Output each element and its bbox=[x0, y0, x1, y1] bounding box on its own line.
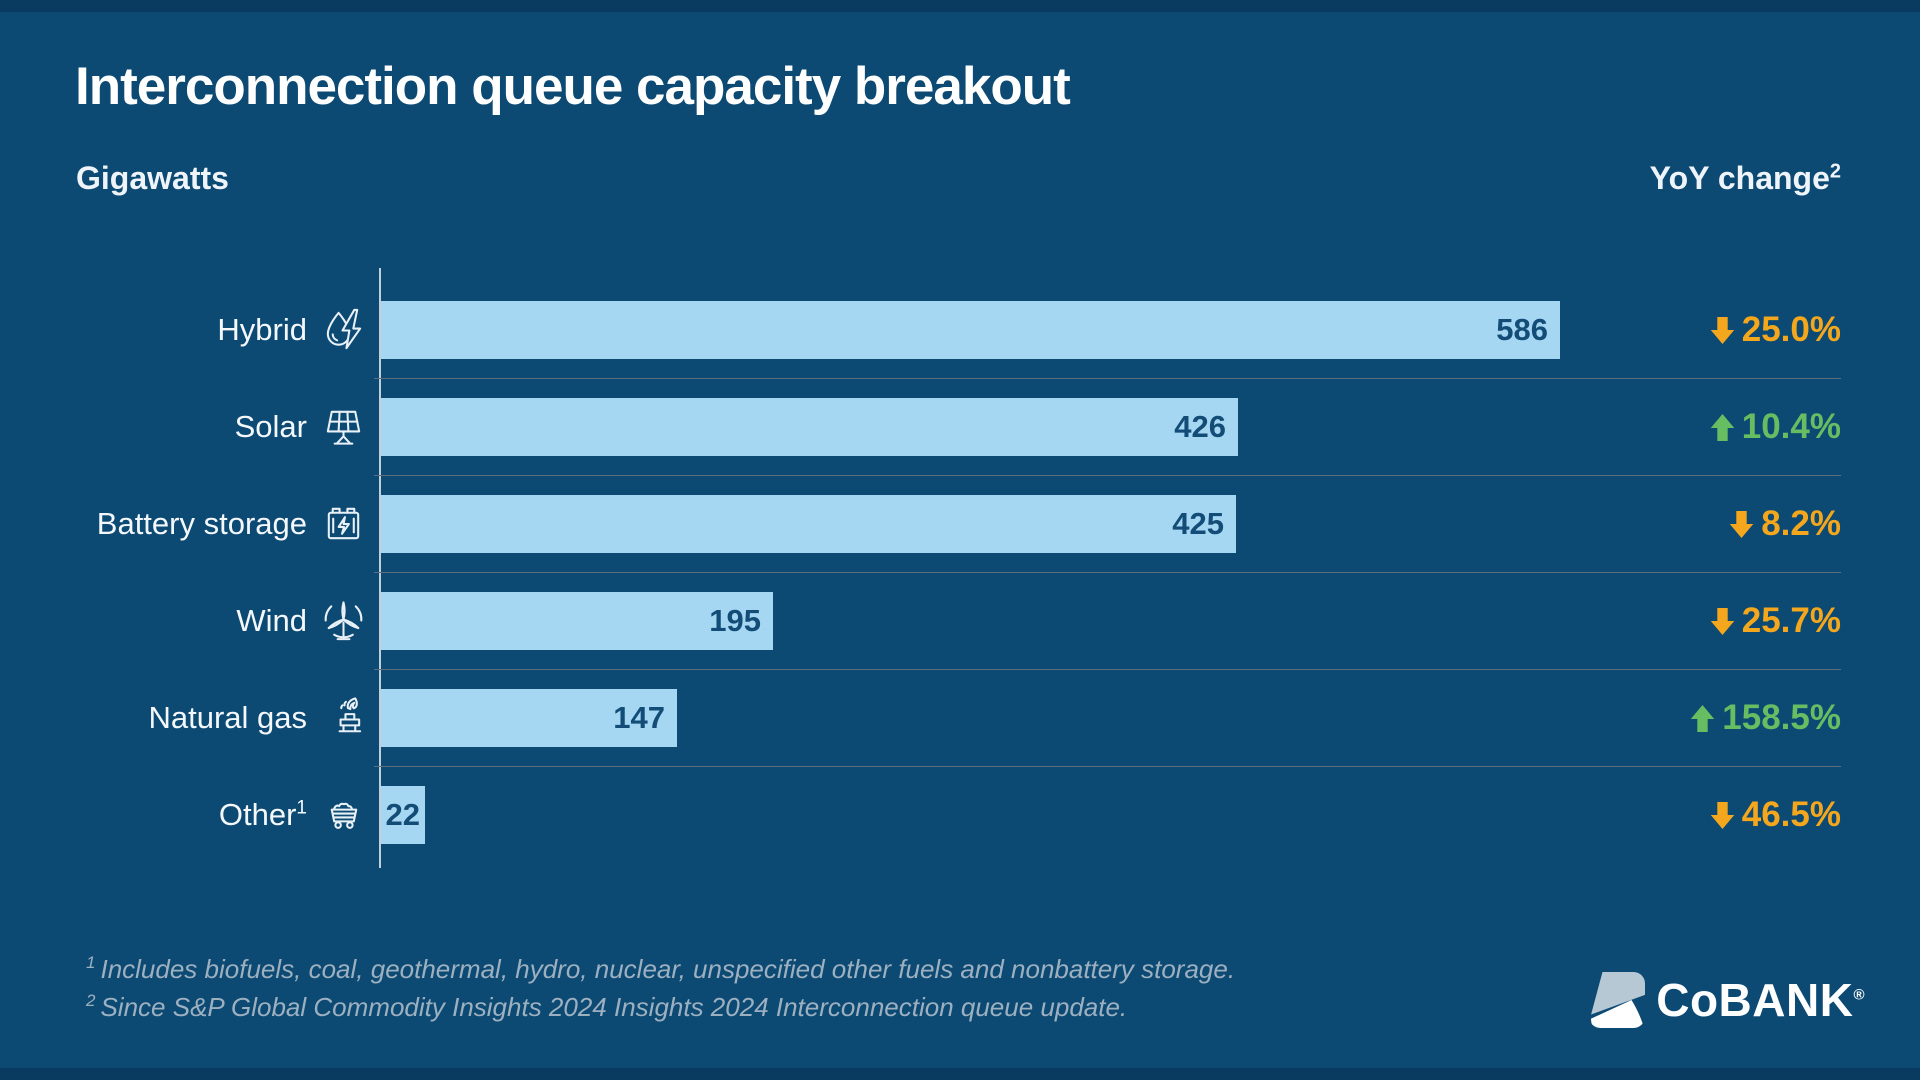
capacity-bar: 195 bbox=[381, 592, 773, 650]
yoy-change-value: 46.5% bbox=[1710, 767, 1841, 864]
bar-value-label: 147 bbox=[613, 700, 665, 735]
row-separator-line bbox=[374, 475, 1841, 476]
footnote-2: 2 Since S&P Global Commodity Insights 202… bbox=[86, 991, 1128, 1022]
category: Natural gas bbox=[0, 670, 367, 767]
yoy-percent-label: 25.0% bbox=[1741, 310, 1841, 349]
yoy-change-value: 158.5% bbox=[1690, 670, 1841, 767]
category-label: Battery storage bbox=[96, 506, 307, 541]
category-label: Hybrid bbox=[217, 312, 307, 347]
chart-row-hybrid: Hybrid 586 25.0% bbox=[0, 282, 1841, 379]
arrow-up-icon bbox=[1690, 704, 1715, 732]
capacity-bar: 425 bbox=[381, 495, 1236, 553]
category-label: Natural gas bbox=[148, 700, 307, 735]
unit-label: Gigawatts bbox=[76, 160, 229, 196]
category-label: Other1 bbox=[218, 797, 307, 832]
chart-row-natural-gas: Natural gas 147 158.5% bbox=[0, 670, 1841, 767]
yoy-percent-label: 25.7% bbox=[1741, 601, 1841, 640]
category: Hybrid bbox=[0, 282, 367, 379]
chart-row-battery-storage: Battery storage 425 8.2% bbox=[0, 476, 1841, 573]
category-label: Solar bbox=[234, 409, 307, 444]
yoy-percent-label: 10.4% bbox=[1741, 407, 1841, 446]
bar-value-label: 195 bbox=[709, 603, 761, 638]
row-separator-line bbox=[374, 572, 1841, 573]
cobank-logo: CoBANK® bbox=[1589, 972, 1865, 1028]
yoy-change-value: 25.0% bbox=[1710, 282, 1841, 379]
category: Solar bbox=[0, 379, 367, 476]
cobank-logo-icon bbox=[1589, 972, 1646, 1028]
yoy-header-footnote-marker: 2 bbox=[1829, 160, 1841, 183]
yoy-change-value: 25.7% bbox=[1710, 573, 1841, 670]
yoy-percent-label: 8.2% bbox=[1761, 504, 1841, 543]
chart-row-wind: Wind 195 25.7% bbox=[0, 573, 1841, 670]
registered-trademark-symbol: ® bbox=[1853, 986, 1865, 1004]
yoy-percent-label: 46.5% bbox=[1741, 795, 1841, 834]
wind-icon bbox=[320, 598, 367, 645]
other-icon bbox=[320, 792, 367, 839]
arrow-up-icon bbox=[1710, 413, 1735, 441]
capacity-bar: 22 bbox=[381, 786, 425, 844]
footnotes: 1 Includes biofuels, coal, geothermal, hy… bbox=[86, 950, 1235, 1026]
solar-icon bbox=[320, 404, 367, 451]
arrow-down-icon bbox=[1710, 316, 1735, 344]
chart-row-solar: Solar 426 10.4% bbox=[0, 379, 1841, 476]
capacity-bar: 426 bbox=[381, 398, 1238, 456]
capacity-bar: 586 bbox=[381, 301, 1560, 359]
gas-icon bbox=[320, 695, 367, 742]
yoy-change-value: 10.4% bbox=[1710, 379, 1841, 476]
arrow-down-icon bbox=[1710, 607, 1735, 635]
row-separator-line bbox=[374, 766, 1841, 767]
page-title: Interconnection queue capacity breakout bbox=[75, 57, 1071, 116]
bar-value-label: 426 bbox=[1174, 409, 1226, 444]
bottom-edge-strip bbox=[0, 1068, 1920, 1080]
battery-icon bbox=[320, 501, 367, 548]
chart-row-other: Other1 22 46.5% bbox=[0, 767, 1841, 864]
arrow-down-icon bbox=[1710, 801, 1735, 829]
row-separator-line bbox=[374, 378, 1841, 379]
bar-value-label: 22 bbox=[385, 797, 420, 832]
category-label: Wind bbox=[236, 603, 307, 638]
category: Other1 bbox=[0, 767, 367, 864]
yoy-change-header: YoY change2 bbox=[1649, 160, 1841, 196]
category-footnote-marker: 1 bbox=[296, 797, 307, 819]
bar-chart: Hybrid 586 25.0% Solar 426 10.4% Battery… bbox=[0, 268, 1841, 868]
y-axis-line bbox=[379, 268, 381, 868]
cobank-logo-text: CoBANK® bbox=[1656, 974, 1865, 1026]
yoy-change-value: 8.2% bbox=[1729, 476, 1841, 573]
capacity-bar: 147 bbox=[381, 689, 677, 747]
footnote-1: 1 Includes biofuels, coal, geothermal, hy… bbox=[86, 953, 1236, 984]
category: Wind bbox=[0, 573, 367, 670]
arrow-down-icon bbox=[1729, 510, 1754, 538]
top-edge-strip bbox=[0, 0, 1920, 12]
category: Battery storage bbox=[0, 476, 367, 573]
bar-value-label: 425 bbox=[1172, 506, 1224, 541]
hybrid-icon bbox=[320, 307, 367, 354]
row-separator-line bbox=[374, 669, 1841, 670]
bar-value-label: 586 bbox=[1496, 312, 1548, 347]
yoy-percent-label: 158.5% bbox=[1722, 698, 1841, 737]
